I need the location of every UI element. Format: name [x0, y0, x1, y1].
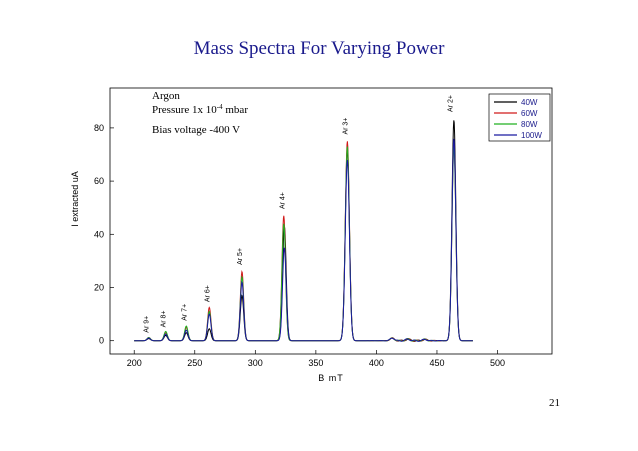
x-tick-label: 350: [308, 358, 323, 368]
legend-box: [488, 93, 551, 142]
peak-label: Ar 5+: [237, 248, 244, 265]
x-axis-label: B mT: [318, 373, 344, 383]
x-tick-label: 200: [127, 358, 142, 368]
y-tick-label: 20: [94, 283, 104, 293]
y-axis-ticks: 0 20 40 60 80: [94, 123, 114, 346]
peak-label: Ar 4+: [279, 192, 286, 209]
peak-label: Ar 7+: [181, 304, 188, 321]
legend: 40W 60W 80W 100W: [488, 93, 551, 142]
legend-label: 80W: [521, 120, 538, 129]
bias-label: Bias voltage -400 V: [152, 124, 240, 136]
series-line-100w: [134, 138, 473, 342]
pressure-unit: mbar: [223, 104, 249, 116]
x-axis-ticks: 200 250 300 350 400 450 500: [127, 350, 505, 368]
series-curves: [134, 120, 473, 342]
peak-label: Ar 6+: [204, 285, 211, 302]
plot-frame: [109, 87, 553, 355]
peak-label: Ar 8+: [161, 310, 168, 327]
x-tick-label: 400: [369, 358, 384, 368]
y-tick-label: 40: [94, 229, 104, 239]
x-tick-label: 250: [187, 358, 202, 368]
gas-label: Argon: [152, 90, 180, 102]
pressure-label: Pressure 1x 10-4 mbar: [152, 103, 248, 116]
page-number: 21: [549, 397, 560, 409]
legend-label: 100W: [521, 131, 542, 140]
x-tick-label: 450: [429, 358, 444, 368]
slide-title: Mass Spectra For Varying Power: [193, 38, 445, 59]
peak-label: Ar 3+: [342, 118, 349, 135]
y-tick-label: 60: [94, 176, 104, 186]
y-tick-label: 0: [99, 336, 104, 346]
x-tick-label: 500: [490, 358, 505, 368]
peak-labels: Ar 9+ Ar 8+ Ar 7+ Ar 6+ Ar 5+ Ar 4+ Ar 3+ Ar 2+: [144, 95, 455, 333]
peak-label: Ar 2+: [448, 95, 455, 112]
peak-label: Ar 9+: [144, 316, 151, 333]
legend-label: 60W: [521, 109, 538, 118]
pressure-exponent: -4: [217, 103, 223, 111]
pressure-prefix: Pressure 1x 10: [152, 104, 217, 116]
x-tick-label: 300: [248, 358, 263, 368]
y-tick-label: 80: [94, 123, 104, 133]
y-axis-label: I extracted uA: [70, 171, 80, 227]
legend-label: 40W: [521, 98, 538, 107]
